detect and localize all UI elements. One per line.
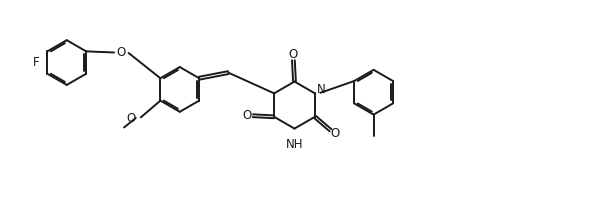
- Text: O: O: [289, 48, 298, 61]
- Text: F: F: [33, 56, 40, 69]
- Text: O: O: [330, 127, 340, 140]
- Text: O: O: [126, 112, 135, 125]
- Text: O: O: [117, 46, 126, 59]
- Text: NH: NH: [286, 138, 304, 151]
- Text: O: O: [243, 109, 252, 122]
- Text: N: N: [317, 83, 326, 97]
